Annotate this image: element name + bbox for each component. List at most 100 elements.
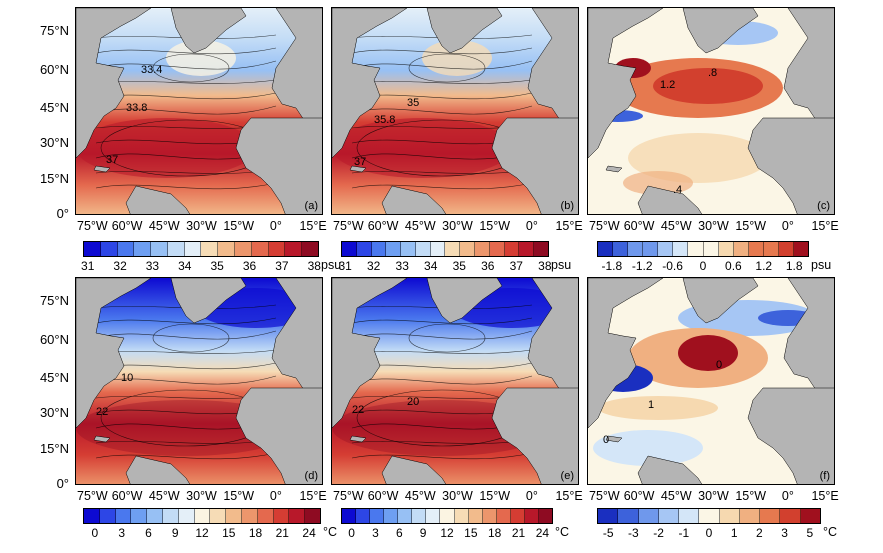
lon-tick-label: 0° [269,489,282,503]
lon-tick-label: 75°W [333,489,364,503]
lon-tick-label: 0° [525,489,538,503]
colorbar-temperature [83,508,321,524]
lon-tick-label: 30°W [442,219,473,233]
map-panel-b: 35 35.8 37 (b) [331,7,579,215]
colorbar-unit: °C [323,525,338,539]
lon-tick-label: 45°W [404,219,436,233]
colorbar-temperature [341,508,553,524]
lon-tick-label: 30°W [442,489,473,503]
lon-tick-label: 30°W [186,489,217,503]
lon-tick-label: 0° [269,219,282,233]
contour-label: 22 [96,406,108,418]
lat-tick-label: 45°N [39,369,69,385]
lat-tick-label: 45°N [39,99,69,115]
colorbar-unit: psu [551,258,572,272]
lon-tick-label: 15°W [223,219,255,233]
lon-tick-label: 0° [525,219,538,233]
panel-label: (f) [819,470,830,482]
contour-label: 35.8 [374,114,395,126]
lon-tick-label: 45°W [660,489,692,503]
lon-tick-label: 15°E [555,489,583,503]
contour-label: .4 [673,184,682,196]
lon-tick-label: 45°W [660,219,692,233]
lon-tick-label: 45°W [148,219,180,233]
lon-tick-label: 30°W [698,219,729,233]
lon-tick-label: 60°W [623,489,655,503]
colorbar-salinity_diff [597,241,809,257]
lon-tick-label: 75°W [77,489,108,503]
colorbar-unit: psu [321,258,342,272]
map-panel-c: 1.2 .8 .4 (c) [587,7,835,215]
panel-label: (d) [304,470,318,482]
lat-tick-label: 60°N [39,332,69,348]
lon-tick-label: 15°W [735,219,767,233]
lon-tick-label: 0° [781,489,794,503]
colorbar-salinity [341,241,549,257]
lon-tick-label: 75°W [333,219,364,233]
colorbar-unit: °C [555,525,570,539]
lon-tick-label: 60°W [367,489,399,503]
lon-tick-label: 15°E [811,219,839,233]
lat-tick-label: 0° [56,206,69,221]
lon-tick-label: 75°W [589,219,620,233]
lon-tick-label: 15°W [223,489,255,503]
contour-label: 37 [106,154,118,166]
panel-label: (e) [560,470,574,482]
lat-tick-label: 60°N [39,62,69,78]
lon-tick-label: 30°W [186,219,217,233]
lon-tick-label: 60°W [367,219,399,233]
panel-label: (c) [817,200,830,212]
contour-label: 37 [354,156,366,168]
lon-tick-label: 15°W [735,489,767,503]
lon-tick-label: 60°W [111,489,143,503]
colorbar-unit: psu [811,258,832,272]
lon-tick-label: 15°W [479,489,511,503]
lat-tick-label: 30°N [39,135,69,151]
map-field-c: 1.2 .8 .4 [588,8,834,214]
map-field-d: 10 22 [76,278,322,484]
lon-tick-label: 15°W [479,219,511,233]
colorbar-temperature_diff [597,508,821,524]
map-panel-a: 33.4 33.8 37 (a) [75,7,323,215]
map-panel-f: 0 1 0 (f) [587,277,835,485]
lon-tick-label: 15°E [555,219,583,233]
lon-tick-label: 45°W [148,489,180,503]
map-field-a: 33.4 33.8 37 [76,8,322,214]
lon-tick-label: 30°W [698,489,729,503]
lat-tick-label: 0° [56,476,69,491]
lon-tick-label: 60°W [623,219,655,233]
contour-label: 1.2 [660,79,675,91]
map-field-e: 22 20 [332,278,578,484]
lon-tick-label: 15°E [299,219,327,233]
lon-tick-label: 75°W [77,219,108,233]
contour-label: 0 [603,434,609,446]
lon-tick-label: 45°W [404,489,436,503]
contour-label: 33.4 [141,64,162,76]
colorbar-unit: °C [823,525,838,539]
contour-label: .8 [708,67,717,79]
lat-tick-label: 30°N [39,405,69,421]
lat-tick-label: 75°N [39,292,69,308]
colorbar-salinity [83,241,319,257]
lon-tick-label: 60°W [111,219,143,233]
lon-tick-label: 15°E [299,489,327,503]
lat-tick-label: 75°N [39,22,69,38]
contour-label: 35 [407,97,419,109]
map-panel-d: 10 22 (d) [75,277,323,485]
contour-label: 20 [407,396,419,408]
map-field-f: 0 1 0 [588,278,834,484]
panel-label: (a) [304,200,318,212]
contour-label: 10 [121,372,133,384]
contour-label: 22 [352,404,364,416]
contour-label: 0 [716,359,722,371]
contour-label: 1 [648,399,654,411]
panel-label: (b) [560,200,574,212]
lon-tick-label: 0° [781,219,794,233]
map-panel-e: 22 20 (e) [331,277,579,485]
lon-tick-label: 15°E [811,489,839,503]
contour-label: 33.8 [126,102,147,114]
lat-tick-label: 15°N [39,440,69,456]
lat-tick-label: 15°N [39,170,69,186]
map-field-b: 35 35.8 37 [332,8,578,214]
lon-tick-label: 75°W [589,489,620,503]
